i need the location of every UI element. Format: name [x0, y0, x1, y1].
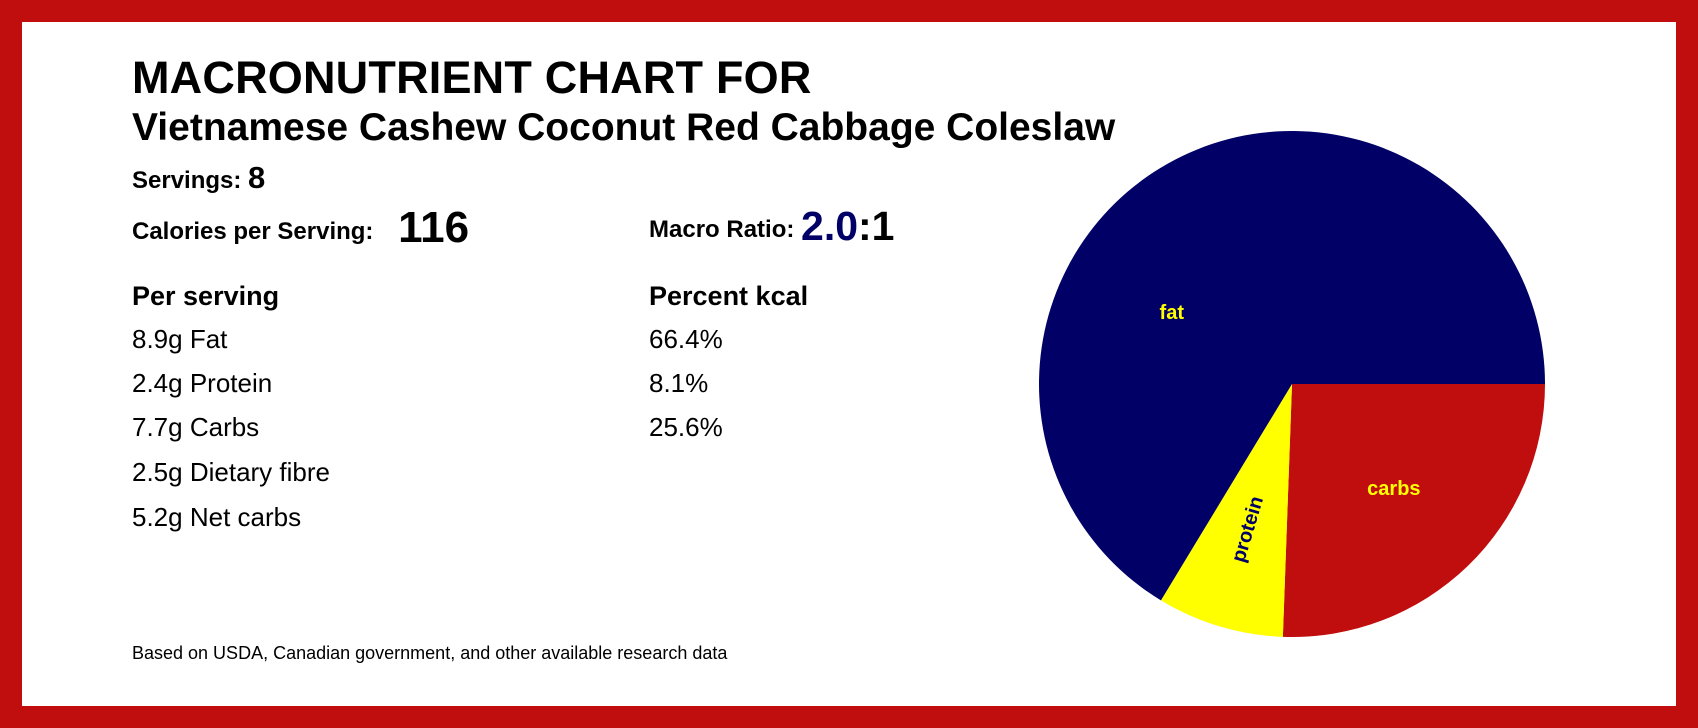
pie-label-fat: fat	[1160, 302, 1185, 324]
macro-ratio-value: 2.0	[801, 203, 859, 249]
servings-line: Servings: 8	[132, 160, 265, 196]
calories-line: Calories per Serving: 116	[132, 200, 470, 252]
footnote: Based on USDA, Canadian government, and …	[132, 643, 728, 663]
servings-label: Servings:	[132, 167, 242, 194]
pie-slice-fat	[1039, 130, 1545, 601]
servings-value: 8	[248, 160, 266, 195]
page-title: MACRONUTRIENT CHART FOR	[132, 52, 812, 103]
pie-slice-protein	[1160, 384, 1292, 637]
macro-ratio-label: Macro Ratio:	[649, 216, 795, 243]
per-serving-fibre: 2.5g Dietary fibre	[132, 457, 330, 487]
percent-kcal-header: Percent kcal	[649, 281, 809, 311]
macro-ratio-line: Macro Ratio: 2.0:1	[649, 200, 895, 249]
calories-value: 116	[398, 203, 470, 252]
per-serving-protein: 2.4g Protein	[132, 368, 273, 398]
recipe-name: Vietnamese Cashew Coconut Red Cabbage Co…	[132, 106, 1116, 149]
per-serving-fat: 8.9g Fat	[132, 324, 228, 354]
percent-kcal-protein: 8.1%	[649, 368, 709, 398]
per-serving-header: Per serving	[132, 281, 280, 311]
per-serving-carbs: 7.7g Carbs	[132, 412, 260, 442]
pie-label-carbs: carbs	[1367, 478, 1420, 500]
macro-ratio-suffix: :1	[858, 203, 895, 249]
per-serving-net-carbs: 5.2g Net carbs	[132, 502, 302, 532]
percent-kcal-fat: 66.4%	[649, 324, 723, 354]
calories-label: Calories per Serving:	[132, 218, 374, 245]
percent-kcal-carbs: 25.6%	[649, 412, 723, 442]
chart-panel: MACRONUTRIENT CHART FOR Vietnamese Cashe…	[22, 22, 1676, 706]
pie-slice-carbs	[1282, 384, 1545, 637]
